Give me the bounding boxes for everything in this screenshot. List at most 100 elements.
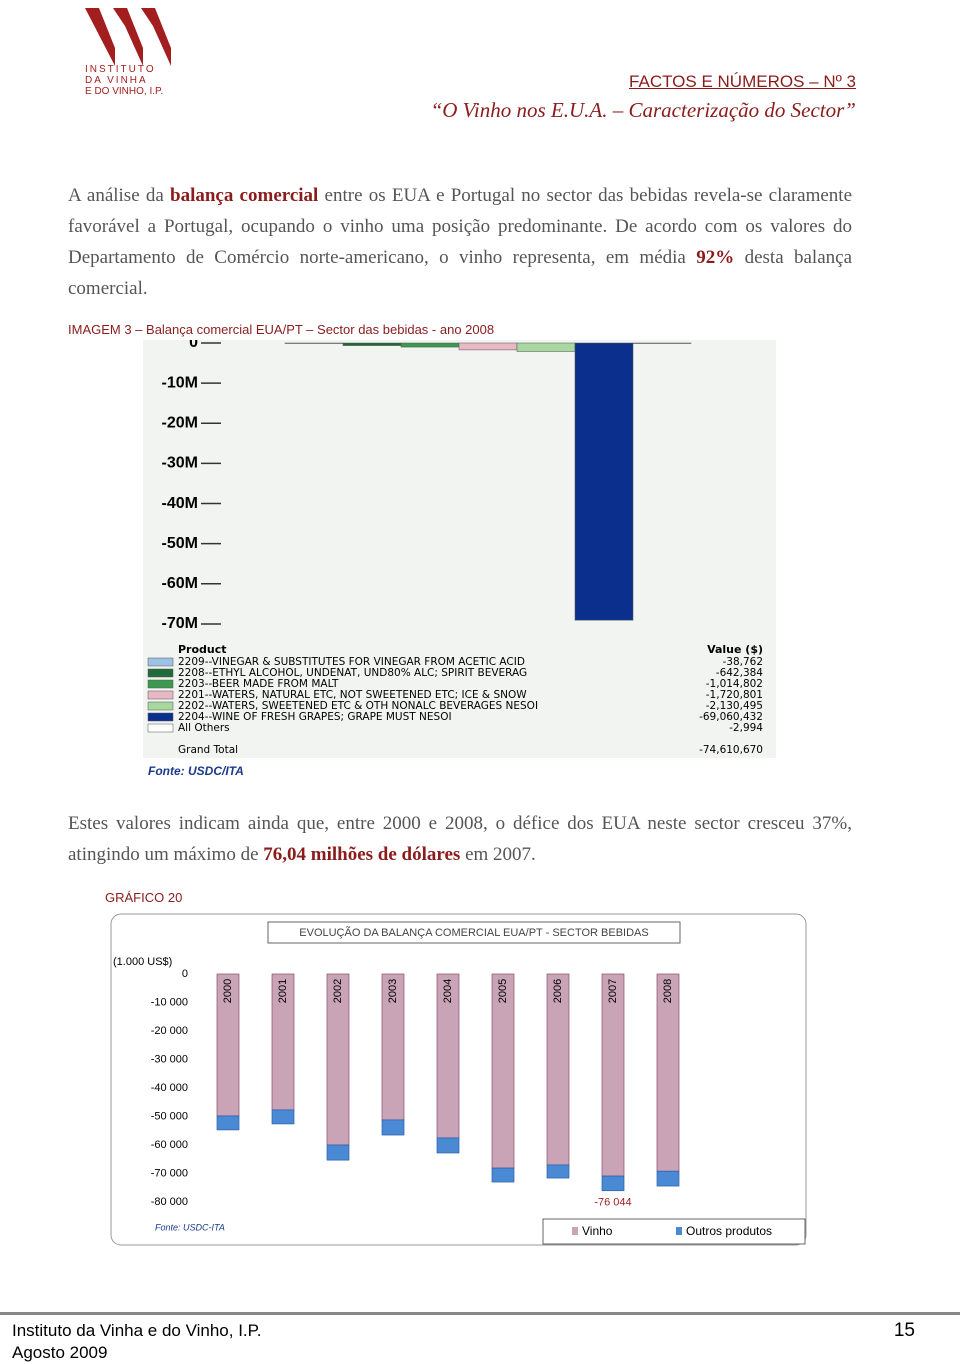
x-tick-label: 2005: [497, 979, 509, 1003]
y-tick-label: -10M: [162, 374, 198, 391]
bold-text: balança comercial: [170, 185, 319, 206]
chart: EVOLUÇÃO DA BALANÇA COMERCIAL EUA/PT - S…: [110, 913, 807, 1246]
figure-caption: IMAGEM 3 – Balança comercial EUA/PT – Se…: [68, 322, 495, 337]
bar-segment-outros: [326, 1144, 350, 1161]
x-tick-label: 2006: [552, 979, 564, 1003]
text-run: A análise da: [68, 185, 170, 206]
bar-segment-outros: [216, 1115, 240, 1131]
subtitle: “O Vinho nos E.U.A. – Caracterização do …: [430, 98, 856, 122]
x-tick-label: 2000: [222, 979, 234, 1003]
legend-label: Outros produtos: [686, 1224, 772, 1238]
product-value: -1,014,802: [706, 678, 763, 690]
product-value: -1,720,801: [706, 689, 763, 701]
product-value: -2,130,495: [706, 700, 763, 712]
y-tick-label: 0: [189, 340, 198, 351]
legend-swatch: [572, 1227, 578, 1235]
bar-segment-outros: [271, 1109, 295, 1125]
bold-text: 92%: [696, 247, 735, 268]
y-tick-label: -70 000: [151, 1167, 188, 1179]
page-number: 15: [893, 1320, 915, 1341]
title-box: [267, 921, 681, 944]
footer-rule: [0, 1312, 960, 1315]
x-tick-label: 2003: [387, 979, 399, 1003]
y-tick-label: -40 000: [151, 1082, 188, 1094]
grand-total-name: Grand Total: [178, 744, 238, 756]
product-name: 2203--BEER MADE FROM MALT: [178, 678, 339, 690]
footer-date: Agosto 2009: [12, 1343, 108, 1362]
y-tick-label: -10 000: [151, 996, 188, 1008]
bar-segment-outros: [436, 1137, 460, 1154]
series-title: FACTOS E NÚMEROS – Nº 3: [629, 72, 856, 91]
product-name: 2201--WATERS, NATURAL ETC, NOT SWEETENED…: [178, 689, 527, 701]
bar-segment-outros: [601, 1175, 625, 1192]
logo-line: INSTITUTO: [85, 64, 156, 75]
bar: [342, 342, 402, 346]
product-name: 2204--WINE OF FRESH GRAPES; GRAPE MUST N…: [178, 711, 452, 723]
footer-org: Instituto da Vinha e do Vinho, I.P.: [12, 1321, 262, 1340]
text-run: entre os EUA e Portugal no sector das be…: [68, 185, 852, 268]
y-tick-label: -40M: [162, 495, 198, 512]
bar-segment-outros: [546, 1164, 570, 1179]
chart-background: [143, 340, 776, 758]
y-tick-label: -50 000: [151, 1110, 188, 1122]
table-header: Value ($): [707, 643, 763, 656]
y-tick-label: 0: [182, 968, 188, 980]
graph-caption: GRÁFICO 20: [105, 890, 183, 905]
chart-title: EVOLUÇÃO DA BALANÇA COMERCIAL EUA/PT - S…: [299, 926, 648, 939]
y-tick-label: -20 000: [151, 1025, 188, 1037]
legend-swatch: [147, 657, 174, 667]
x-tick-label: 2008: [662, 979, 674, 1003]
bar: [632, 342, 692, 344]
legend-swatch: [147, 723, 174, 733]
chart: 0 -10M -20M -30M -40M -50M -60M -70M Product Valu…: [143, 340, 776, 758]
grand-total-value: -74,610,670: [699, 744, 763, 756]
x-tick-label: 2004: [442, 979, 454, 1003]
legend-box: [542, 1218, 806, 1245]
paragraph: Estes valores indicam ainda que, entre 2…: [68, 808, 852, 870]
table-header: Product: [178, 643, 227, 656]
data-label: -76 044: [594, 1197, 631, 1209]
y-tick-label: -70M: [162, 615, 198, 632]
bar: [516, 342, 576, 352]
x-tick-label: 2002: [332, 979, 344, 1003]
logo-text: INSTITUTO DA VINHA E DO VINHO, I.P.: [85, 64, 163, 97]
bar: [284, 342, 344, 344]
product-name: 2208--ETHYL ALCOHOL, UNDENAT, UND80% ALC…: [178, 667, 527, 679]
legend-swatch: [147, 668, 174, 678]
y-tick-label: -50M: [162, 535, 198, 552]
paragraph: A análise da balança comercial entre os …: [68, 180, 852, 304]
y-tick-label: -30 000: [151, 1053, 188, 1065]
product-name: 2202--WATERS, SWEETENED ETC & OTH NONALC…: [178, 700, 538, 712]
y-axis-label: (1.000 US$): [113, 956, 172, 968]
product-name: 2209--VINEGAR & SUBSTITUTES FOR VINEGAR …: [178, 656, 525, 668]
bar-segment-outros: [381, 1119, 405, 1136]
logo-line: E DO VINHO, I.P.: [85, 86, 164, 97]
text-run: desta balança comercial.: [68, 247, 852, 299]
y-tick-label: -20M: [162, 414, 198, 431]
product-value: -38,762: [722, 656, 763, 668]
logo-line: DA VINHA: [85, 75, 148, 86]
product-value: -2,994: [729, 722, 763, 734]
logo-mark: [85, 8, 171, 66]
footer: Instituto da Vinha e do Vinho, I.P. Agos…: [12, 1320, 262, 1364]
bold-text: 76,04 milhões de dólares: [263, 844, 461, 865]
legend-swatch: [676, 1227, 682, 1235]
x-tick-label: 2001: [277, 979, 289, 1003]
product-name: All Others: [178, 722, 230, 734]
y-tick-label: -30M: [162, 455, 198, 472]
bar: [400, 342, 460, 348]
legend-label: Vinho: [582, 1224, 613, 1238]
product-value: -69,060,432: [699, 711, 763, 723]
bar-segment-outros: [656, 1170, 680, 1187]
figure-source: Fonte: USDC/ITA: [148, 764, 244, 778]
y-tick-label: -60M: [162, 575, 198, 592]
y-tick-label: -60 000: [151, 1139, 188, 1151]
bar-segment-outros: [491, 1167, 515, 1183]
bar-segment-vinho: [601, 973, 625, 1177]
product-value: -642,384: [716, 667, 764, 679]
legend-swatch: [147, 690, 174, 700]
y-tick-label: -80 000: [151, 1196, 188, 1208]
bar: [574, 342, 634, 621]
text-run: em 2007.: [460, 844, 536, 865]
